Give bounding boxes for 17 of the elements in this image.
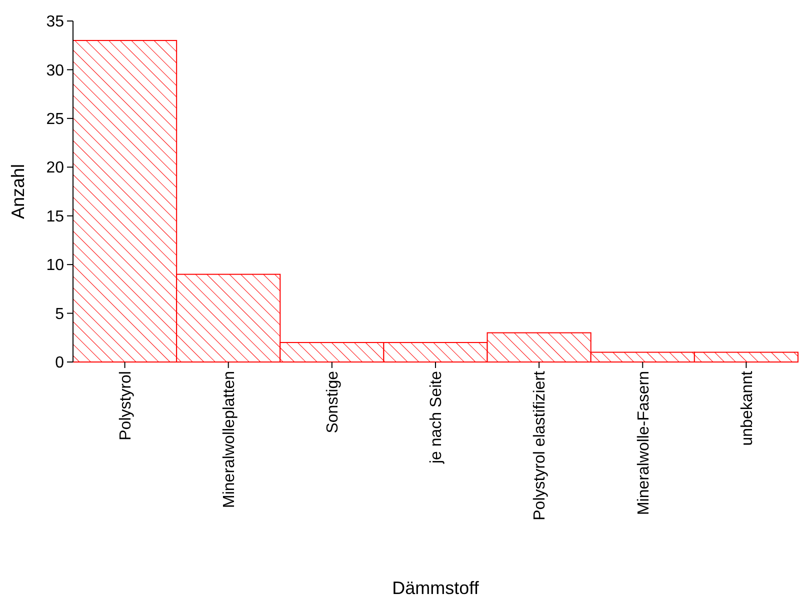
x-axis-title: Dämmstoff <box>392 578 480 598</box>
y-tick-label: 0 <box>55 354 64 372</box>
y-tick-label: 15 <box>46 208 64 226</box>
x-tick-label: Mineralwolleplatten <box>220 371 238 508</box>
y-tick-label: 10 <box>46 257 64 274</box>
y-tick-label: 35 <box>46 14 64 31</box>
x-tick-label: unbekannt <box>738 370 756 446</box>
x-tick-label: Polystyrol elastifiziert <box>532 370 549 520</box>
y-tick-label: 5 <box>55 306 64 323</box>
y-tick-label: 25 <box>46 111 64 128</box>
y-axis-title: Anzahl <box>8 164 28 220</box>
x-tick-label: Polystyrol <box>117 371 134 440</box>
x-tick-label: Sonstige <box>324 370 342 434</box>
x-tick-label: je nach Seite <box>428 370 446 465</box>
y-tick-label: 30 <box>46 62 64 80</box>
y-tick-label: 20 <box>46 160 64 177</box>
x-tick-label: Mineralwolle-Fasern <box>635 371 652 516</box>
